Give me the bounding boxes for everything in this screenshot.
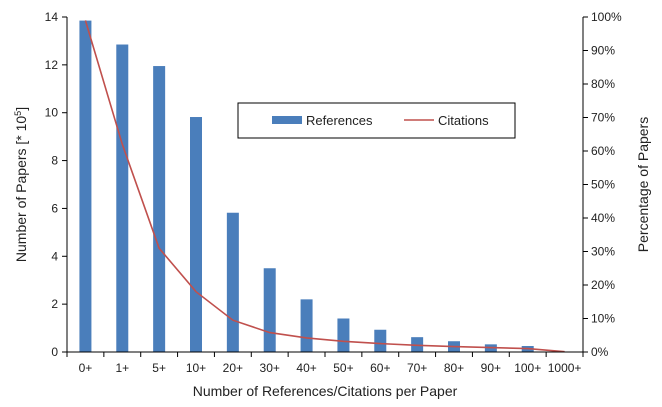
legend-references-label: References — [306, 113, 373, 128]
x-tick-label: 20+ — [223, 361, 243, 375]
y2-tick-label: 10% — [591, 312, 615, 326]
axes-layer — [66, 17, 584, 353]
bar-references-4 — [226, 212, 239, 352]
y2-tick-label: 90% — [591, 44, 615, 58]
y-tick-label: 12 — [45, 58, 59, 72]
y-tick-label: 8 — [51, 154, 58, 168]
y2-tick-label: 50% — [591, 178, 615, 192]
x-tick-label: 1+ — [115, 361, 129, 375]
x-axis-title: Number of References/Citations per Paper — [193, 383, 458, 399]
y2-tick-label: 0% — [591, 345, 609, 359]
y-tick-label: 6 — [51, 201, 58, 215]
x-tick-label: 5+ — [152, 361, 166, 375]
x-tick-label: 30+ — [260, 361, 280, 375]
x-tick-label: 0+ — [79, 361, 93, 375]
y-axis-title: Number of Papers [* 105] — [13, 107, 29, 262]
y-tick-label: 4 — [51, 249, 58, 263]
bar-references-6 — [300, 299, 313, 352]
x-tick-label: 40+ — [296, 361, 316, 375]
y2-tick-label: 20% — [591, 278, 615, 292]
bars-layer — [79, 20, 571, 353]
y-tick-label: 0 — [51, 345, 58, 359]
legend: References Citations — [237, 102, 516, 139]
bar-references-1 — [116, 44, 129, 353]
x-tick-label: 1000+ — [548, 361, 582, 375]
y2-tick-label: 80% — [591, 77, 615, 91]
y-axis-title-sup: 5 — [13, 111, 23, 116]
bar-references-0 — [79, 20, 92, 352]
line-layer — [84, 20, 565, 353]
bar-references-5 — [263, 268, 276, 352]
bar-references-3 — [190, 117, 202, 353]
y2-tick-label: 40% — [591, 211, 615, 225]
y-tick-label: 14 — [45, 10, 59, 24]
y2-tick-label: 30% — [591, 245, 615, 259]
x-tick-label: 10+ — [186, 361, 206, 375]
bar-references-7 — [337, 318, 350, 352]
y-axis-title-main: Number of Papers [* 10 — [13, 116, 29, 263]
ticks-layer: 0 2 4 6 8 10 12 14 0% 10% 20% 30% 40% 50% 60% 70% 80% 90%… — [45, 10, 622, 375]
x-tick-label: 100+ — [514, 361, 541, 375]
y2-tick-label: 60% — [591, 144, 615, 158]
line-citations — [84, 20, 565, 353]
legend-citations-label: Citations — [438, 113, 489, 128]
x-tick-label: 60+ — [370, 361, 390, 375]
y-tick-label: 2 — [51, 297, 58, 311]
x-tick-label: 50+ — [333, 361, 353, 375]
y-tick-label: 10 — [45, 106, 59, 120]
x-tick-label: 90+ — [481, 361, 501, 375]
bar-references-2 — [153, 66, 166, 352]
x-tick-label: 70+ — [407, 361, 427, 375]
y2-tick-label: 70% — [591, 111, 615, 125]
y2-axis-title: Percentage of Papers — [635, 117, 651, 252]
bar-references-8 — [374, 329, 387, 352]
legend-references-swatch — [272, 116, 302, 124]
y-axis-title-end: ] — [13, 107, 29, 111]
x-tick-label: 80+ — [444, 361, 464, 375]
y2-tick-label: 100% — [591, 10, 622, 24]
